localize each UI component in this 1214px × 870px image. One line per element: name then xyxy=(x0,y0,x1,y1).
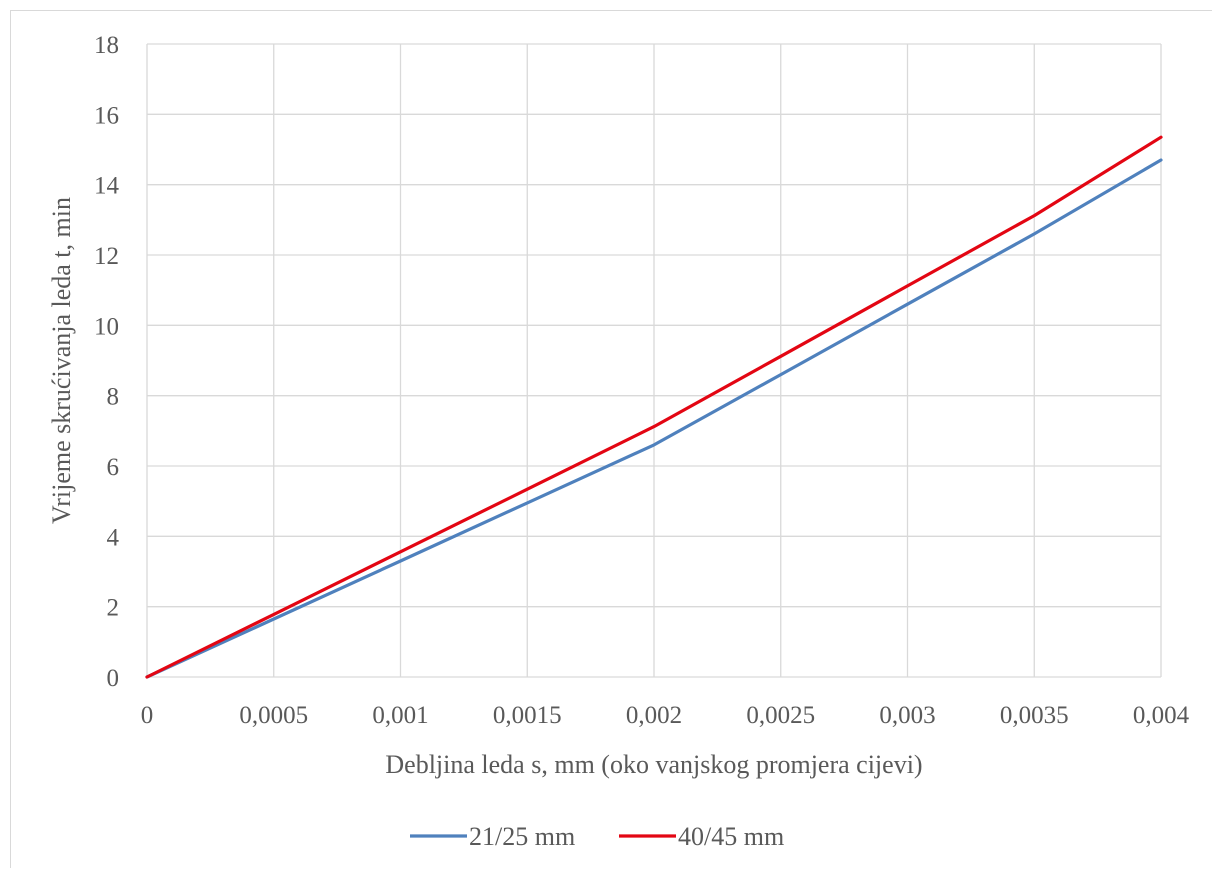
x-tick-label: 0,003 xyxy=(879,702,935,729)
series-line-2 xyxy=(145,135,1163,679)
y-tick-label: 10 xyxy=(94,313,119,340)
legend-label: 21/25 mm xyxy=(469,822,575,851)
x-axis-tick-labels: 0 0,0005 0,001 0,0015 0,002 0,0025 0,003 0,0035… xyxy=(141,702,1190,729)
x-tick-label: 0,0035 xyxy=(1000,702,1069,729)
y-tick-label: 16 xyxy=(94,102,119,129)
x-tick-label: 0,0005 xyxy=(239,702,308,729)
y-tick-label: 2 xyxy=(107,595,120,622)
y-axis-tick-labels: 0 2 4 6 8 10 12 14 16 18 xyxy=(94,32,120,692)
y-tick-label: 12 xyxy=(94,243,119,270)
series-lines xyxy=(145,135,1163,679)
x-axis-title: Debljina leda s, mm (oko vanjskog promje… xyxy=(385,750,922,779)
gridlines xyxy=(146,43,1162,678)
x-tick-label: 0,004 xyxy=(1133,702,1190,729)
x-tick-label: 0,0025 xyxy=(746,702,815,729)
y-tick-label: 14 xyxy=(94,173,120,200)
y-tick-label: 8 xyxy=(107,384,120,411)
x-tick-label: 0,001 xyxy=(372,702,428,729)
y-tick-label: 18 xyxy=(94,32,119,59)
x-tick-label: 0 xyxy=(141,702,154,729)
y-tick-label: 6 xyxy=(107,454,120,481)
x-tick-label: 0,0015 xyxy=(493,702,562,729)
series-line-1 xyxy=(145,158,1163,679)
y-axis-title: Vrijeme skrućivanja leda t, min xyxy=(47,197,76,524)
chart-area xyxy=(10,10,1212,868)
legend: 21/25 mm 40/45 mm xyxy=(410,822,784,851)
x-tick-label: 0,002 xyxy=(626,702,682,729)
legend-label: 40/45 mm xyxy=(678,822,784,851)
y-tick-label: 0 xyxy=(107,665,120,692)
y-tick-label: 4 xyxy=(107,524,120,551)
